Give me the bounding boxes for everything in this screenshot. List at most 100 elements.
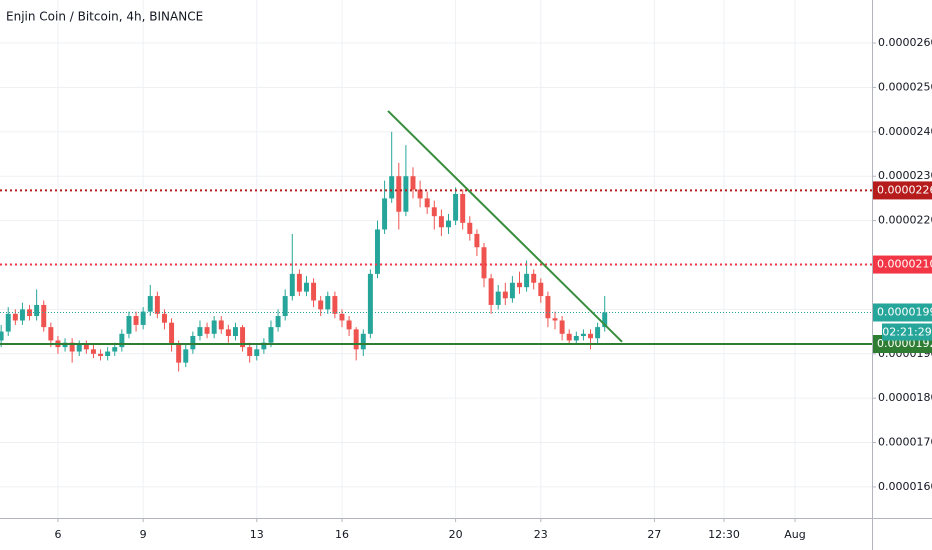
- chart-title: Enjin Coin / Bitcoin, 4h, BINANCE: [6, 10, 203, 24]
- candle-body: [559, 320, 565, 334]
- candle-body: [282, 296, 288, 317]
- candle-body: [176, 344, 182, 363]
- plot: [0, 110, 872, 372]
- candle-body: [346, 320, 352, 330]
- candle-body: [467, 222, 473, 234]
- candle-body: [296, 273, 302, 292]
- candle-body: [602, 312, 608, 328]
- candle-body: [204, 327, 210, 334]
- candle-body: [573, 336, 579, 341]
- candle-body: [375, 229, 380, 274]
- candle-body: [48, 327, 54, 341]
- candle-body: [332, 296, 338, 314]
- candle-body: [524, 273, 530, 288]
- candle-body: [90, 349, 96, 354]
- candle-body: [538, 282, 544, 297]
- y-tick-label: 0.00001700: [878, 436, 932, 449]
- candle-body: [147, 296, 153, 312]
- candle-body: [112, 347, 118, 352]
- candle-body: [474, 233, 480, 248]
- candle-body: [396, 176, 402, 212]
- candle-body: [19, 309, 25, 321]
- candle-body: [133, 316, 139, 325]
- candle-body: [488, 278, 494, 305]
- candle-body: [403, 176, 409, 212]
- candle-body: [389, 176, 395, 199]
- candle-body: [289, 273, 295, 297]
- candle-body: [225, 329, 231, 337]
- candle-body: [481, 247, 487, 279]
- x-tick-label: 27: [647, 528, 661, 541]
- candle-body: [34, 304, 40, 317]
- candle-body: [588, 333, 594, 339]
- candle-body: [509, 282, 515, 299]
- candle-body: [27, 309, 33, 317]
- price-label-bg: [873, 181, 932, 200]
- candle-body: [211, 320, 217, 334]
- candle-body: [424, 198, 430, 208]
- trend-line: [387, 110, 623, 343]
- candle-body: [431, 207, 437, 217]
- candle-body: [453, 193, 459, 221]
- candle-body: [502, 291, 508, 299]
- candle-body: [531, 273, 537, 283]
- x-tick-label: 23: [534, 528, 548, 541]
- candle-body: [517, 282, 522, 288]
- x-tick-label: 9: [140, 528, 147, 541]
- candle-body: [183, 349, 189, 363]
- candle-body: [552, 318, 558, 321]
- x-tick-label: 16: [335, 528, 349, 541]
- candle-body: [247, 347, 253, 356]
- x-tick-label: 12:30: [708, 528, 740, 541]
- candle-body: [318, 300, 324, 310]
- x-tick-label: 13: [250, 528, 264, 541]
- candle-body: [254, 349, 260, 356]
- y-tick-label: 0.00002400: [878, 125, 932, 138]
- y-tick-label: 0.00002300: [878, 169, 932, 182]
- candle-body: [261, 342, 267, 350]
- candle-body: [0, 331, 4, 341]
- price-label-bg: [873, 255, 932, 274]
- candle-body: [566, 333, 572, 341]
- candle-body: [119, 333, 125, 348]
- y-tick-label: 0.00001600: [878, 480, 932, 493]
- candle-body: [545, 296, 551, 319]
- price-label: 0.00002101: [877, 258, 932, 271]
- candle-body: [410, 176, 416, 190]
- candle-body: [98, 353, 104, 356]
- y-tick-label: 0.00002200: [878, 214, 932, 227]
- candle-body: [275, 316, 281, 328]
- candle-body: [339, 313, 345, 321]
- candle-body: [353, 329, 359, 350]
- candle-body: [595, 327, 601, 339]
- y-tick-label: 0.00002600: [878, 36, 932, 49]
- candle-body: [311, 282, 317, 301]
- x-tick-label: 6: [54, 528, 61, 541]
- x-tick-label: 20: [449, 528, 463, 541]
- x-tick-label: Aug: [784, 528, 805, 541]
- candle-body: [69, 342, 75, 352]
- candle-body: [218, 320, 224, 330]
- candle-body: [446, 220, 451, 228]
- candle-body: [41, 304, 47, 328]
- candle-body: [126, 316, 132, 334]
- candle-body: [83, 344, 89, 350]
- candle-body: [580, 333, 586, 337]
- candle-body: [76, 344, 82, 352]
- candle-body: [5, 313, 11, 332]
- candle-body: [495, 291, 501, 305]
- candle-body: [268, 327, 274, 343]
- candle-body: [367, 273, 373, 334]
- candle-body: [382, 198, 388, 230]
- candle-body: [161, 313, 167, 323]
- candle-body: [438, 216, 444, 228]
- candle-body: [417, 189, 423, 199]
- candle-body: [169, 322, 175, 345]
- countdown-bg: [882, 323, 932, 341]
- candle-body: [154, 296, 160, 314]
- candle-body: [460, 193, 466, 223]
- candle-body: [325, 296, 331, 310]
- candle-body: [12, 313, 18, 321]
